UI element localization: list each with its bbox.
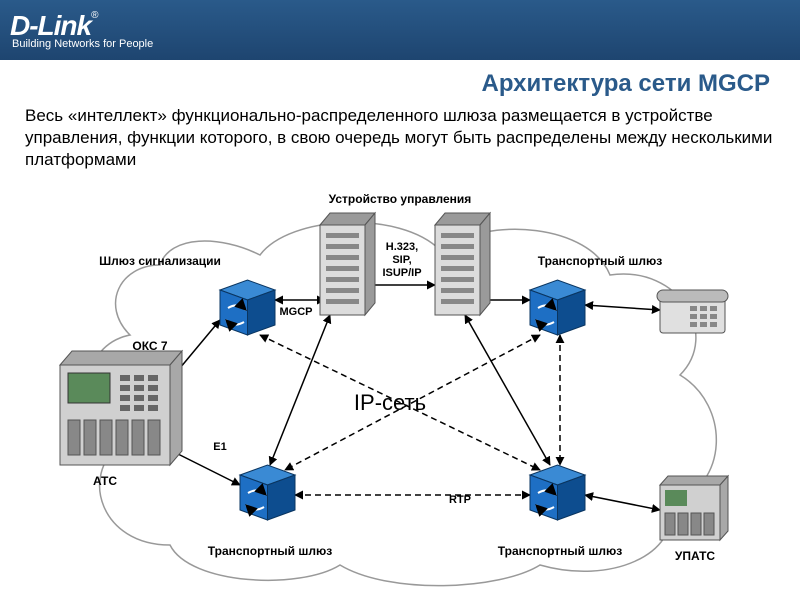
- svg-text:Транспортный шлюз: Транспортный шлюз: [208, 544, 333, 558]
- svg-text:Устройство управления: Устройство управления: [329, 192, 472, 206]
- svg-text:SIP,: SIP,: [392, 254, 411, 266]
- svg-text:ОКС 7: ОКС 7: [132, 339, 168, 353]
- logo-text: D-Link: [10, 10, 91, 41]
- svg-text:MGCP: MGCP: [280, 306, 313, 318]
- svg-text:ISUP/IP: ISUP/IP: [382, 267, 421, 279]
- svg-text:УПАТС: УПАТС: [675, 549, 715, 563]
- logo: D-Link® Building Networks for People: [10, 10, 153, 50]
- svg-text:H.323,: H.323,: [386, 241, 418, 253]
- svg-text:Шлюз сигнализации: Шлюз сигнализации: [99, 254, 221, 268]
- body-text: Весь «интеллект» функционально-распредел…: [25, 105, 775, 171]
- network-diagram: Устройство управления Шлюз сигнализации Тр…: [40, 185, 760, 595]
- svg-text:IP-сеть: IP-сеть: [354, 390, 426, 415]
- svg-text:Транспортный шлюз: Транспортный шлюз: [538, 254, 663, 268]
- svg-text:Транспортный шлюз: Транспортный шлюз: [498, 544, 623, 558]
- svg-text:E1: E1: [213, 441, 226, 453]
- header: D-Link® Building Networks for People: [0, 0, 800, 60]
- page-title: Архитектура сети MGCP: [481, 70, 770, 98]
- logo-reg: ®: [91, 10, 98, 21]
- svg-text:АТС: АТС: [93, 474, 117, 488]
- svg-text:RTP: RTP: [449, 494, 471, 506]
- tagline: Building Networks for People: [12, 38, 153, 50]
